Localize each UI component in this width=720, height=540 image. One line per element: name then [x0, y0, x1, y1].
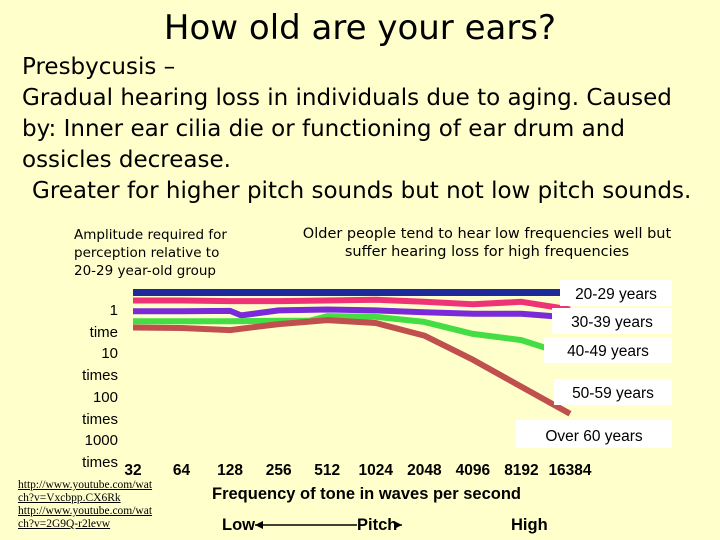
video-links: http://www.youtube.com/wat ch?v=Vxcbpp.C…: [18, 479, 168, 531]
y-tick-label: 1000: [84, 432, 118, 450]
y-tick-labels: 1 time 10 times 100 times 1000 times: [60, 300, 118, 474]
x-tick-label: 256: [266, 462, 292, 479]
series-label: 20-29 years: [575, 286, 657, 303]
annotation-line: suffer hearing loss for high frequencies: [344, 244, 630, 260]
x-tick-label: 128: [217, 462, 243, 479]
pitch-low-label: Low: [222, 516, 255, 534]
annotation-line: Older people tend to hear low frequencie…: [302, 226, 672, 242]
pitch-mid-label: Pitch: [357, 516, 398, 534]
body-line: Gradual hearing loss in individuals due …: [22, 85, 672, 111]
y-axis-title-line: 20-29 year-old group: [74, 263, 216, 279]
link-text[interactable]: ch?v=2G9Q-r2levw: [18, 518, 111, 530]
series-line: [133, 313, 571, 359]
y-axis-title-line: perception relative to: [74, 245, 220, 261]
slide-title: How old are your ears?: [163, 8, 557, 48]
y-tick-label: 10: [101, 345, 118, 363]
link-text[interactable]: http://www.youtube.com/wat: [18, 479, 153, 491]
x-tick-label: 1024: [359, 462, 394, 479]
body-line: Presbycusis –: [22, 54, 176, 80]
y-tick-label: times: [82, 410, 118, 428]
series-line: [133, 306, 571, 321]
pitch-high-label: High: [511, 516, 548, 534]
x-tick-label: 16384: [548, 462, 591, 479]
series-label-box: [554, 379, 672, 405]
y-axis-title-line: Amplitude required for: [74, 227, 227, 243]
series-label-box: [552, 308, 672, 334]
series-label-box: [560, 280, 672, 306]
x-tick-label: 32: [124, 462, 141, 479]
body-line: ossicles decrease.: [22, 147, 231, 173]
body-line: by: Inner ear cilia die or functioning o…: [22, 116, 625, 142]
series-label: Over 60 years: [545, 428, 643, 445]
x-tick-label: 2048: [407, 462, 442, 479]
y-tick-label: times: [82, 367, 118, 385]
chart-annotation: Older people tend to hear low frequencie…: [282, 225, 692, 261]
y-tick-label: 1: [109, 302, 118, 319]
link-text[interactable]: ch?v=Vxcbpp.CX6Rk: [18, 492, 121, 504]
y-tick-label: times: [82, 453, 118, 471]
link-text[interactable]: http://www.youtube.com/wat: [18, 505, 153, 517]
series-label-box: [544, 337, 672, 363]
series-line: [132, 317, 572, 417]
y-tick-label: time: [89, 323, 118, 341]
x-tick-label: 8192: [504, 462, 538, 479]
x-tick-label: 4096: [456, 462, 491, 479]
x-axis-title: Frequency of tone in waves per second: [212, 485, 521, 503]
series-label-box: [516, 420, 672, 448]
x-tick-label: 512: [314, 462, 340, 479]
slide-body: Presbycusis – Gradual hearing loss in in…: [22, 52, 712, 207]
series-line: [133, 296, 571, 313]
series-label: 40-49 years: [567, 343, 649, 360]
x-tick-label: 64: [173, 462, 191, 479]
y-axis-title: Amplitude required for perception relati…: [74, 226, 227, 280]
series-label: 50-59 years: [572, 385, 654, 402]
body-line: Greater for higher pitch sounds but not …: [32, 178, 692, 204]
series-label: 30-39 years: [571, 314, 653, 331]
y-tick-label: 100: [92, 388, 118, 406]
